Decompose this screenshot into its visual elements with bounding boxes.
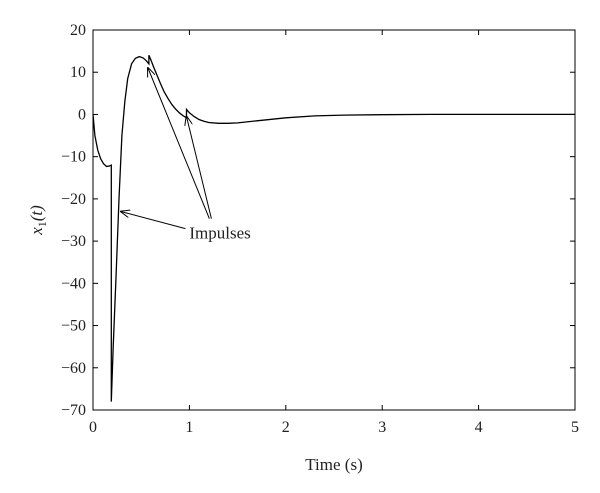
annotation-arrow	[121, 212, 186, 230]
x-tick-label: 5	[571, 419, 579, 436]
y-axis-label-arg: (t)	[27, 205, 46, 221]
annotation-arrows	[121, 68, 212, 230]
x-axis-label: Time (s)	[305, 455, 362, 474]
y-axis-label-var: x	[27, 227, 46, 236]
axis-tick-labels: 0 1 2 3 4 5 −70 −60 −50 −40 −30 −20 −10 0 10 20	[61, 22, 579, 436]
x-tick-label: 4	[475, 419, 483, 436]
y-tick-label: 20	[70, 22, 86, 39]
y-tick-label: −20	[61, 191, 86, 208]
y-tick-label: −60	[61, 360, 86, 377]
y-tick-label: 0	[78, 106, 86, 123]
x-tick-label: 0	[89, 419, 97, 436]
y-axis-label-sub: 1	[35, 221, 49, 227]
y-tick-label: −50	[61, 318, 86, 335]
annotation-impulses: Impulses	[189, 224, 250, 243]
y-tick-label: −10	[61, 149, 86, 166]
y-tick-label: −30	[61, 233, 86, 250]
y-tick-label: −70	[61, 402, 86, 419]
x-tick-label: 3	[378, 419, 386, 436]
y-tick-label: −40	[61, 275, 86, 292]
x-tick-label: 1	[185, 419, 193, 436]
axis-ticks	[92, 29, 576, 411]
plot-frame	[92, 29, 576, 411]
y-axis-label: x1(t)	[27, 205, 49, 236]
x-tick-label: 2	[282, 419, 290, 436]
series-line-x1	[92, 55, 575, 402]
annotation-arrow	[187, 117, 212, 219]
annotation-arrow	[148, 68, 210, 219]
y-tick-label: 10	[70, 64, 86, 81]
